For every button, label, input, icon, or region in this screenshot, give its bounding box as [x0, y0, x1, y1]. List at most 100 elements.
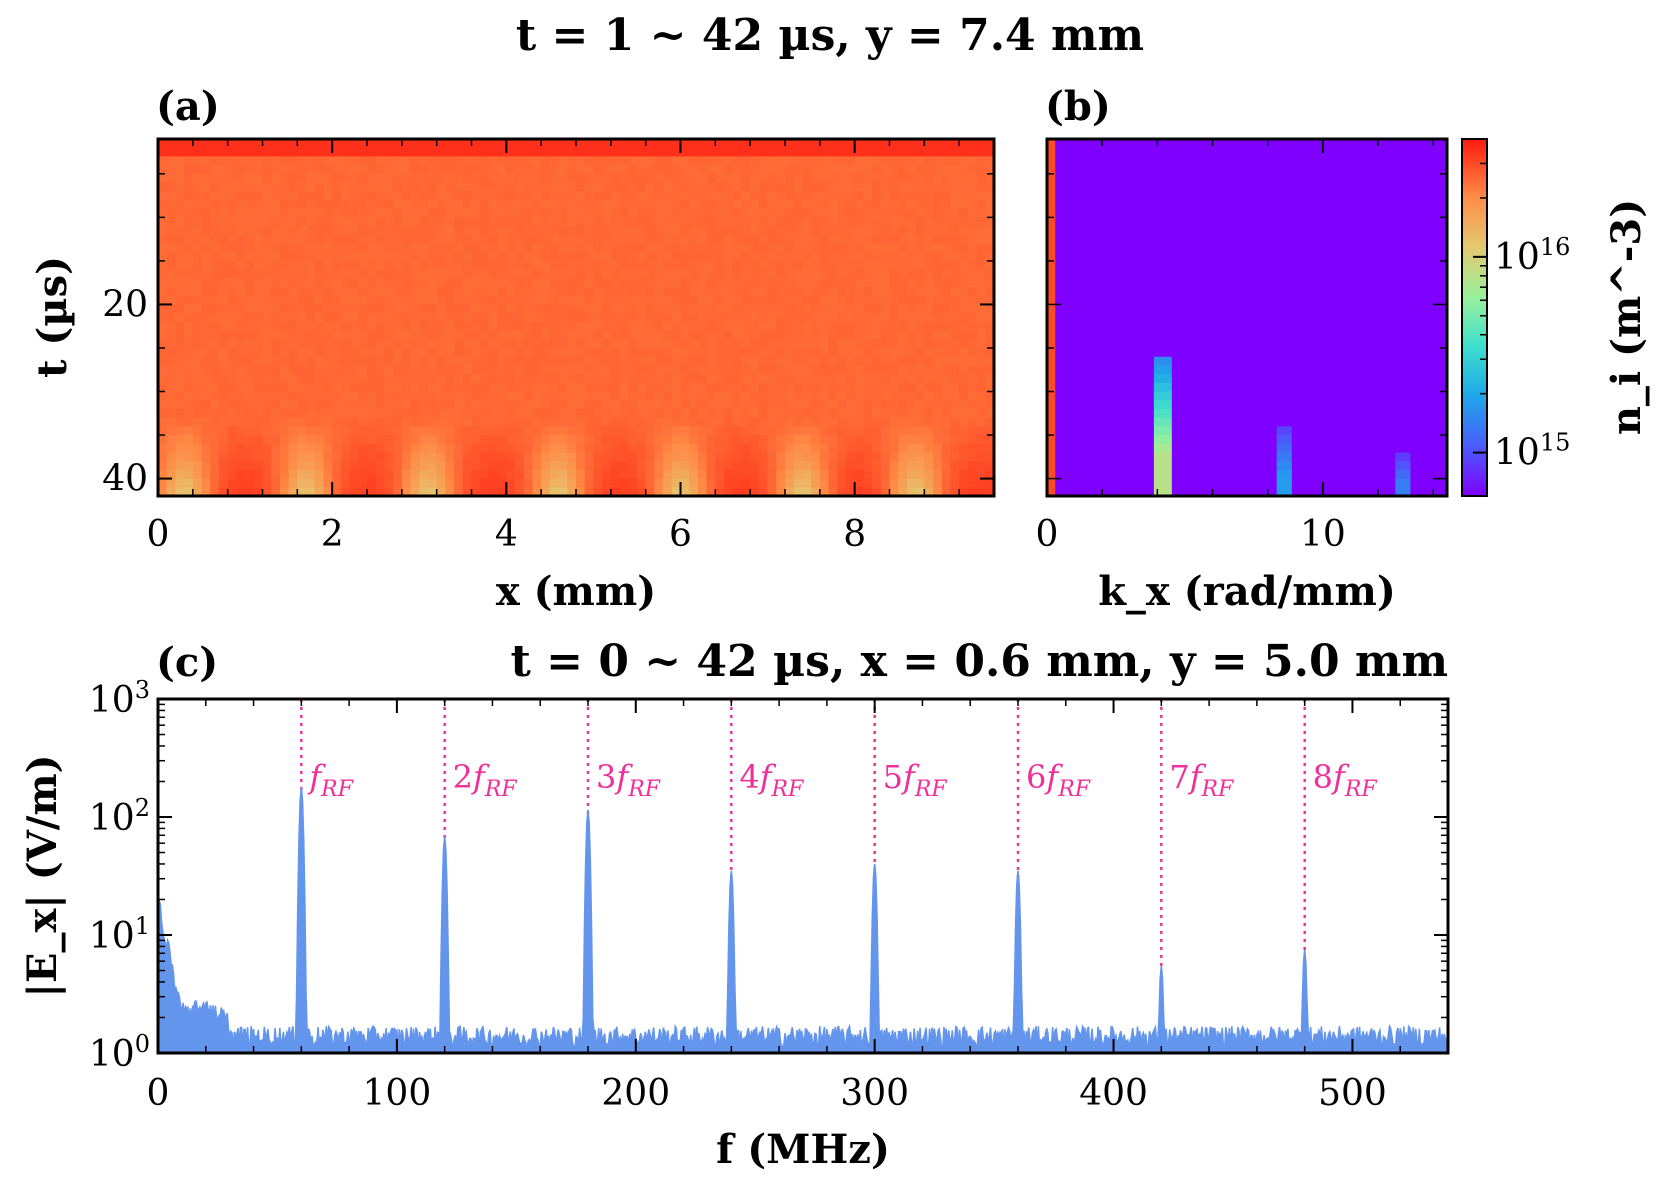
heatmap-a-cell [367, 252, 377, 262]
heatmap-a-cell [941, 435, 952, 445]
heatmap-a-cell [724, 469, 734, 480]
heatmap-a-cell [515, 347, 525, 358]
heatmap-a-cell [384, 469, 394, 480]
heatmap-a-cell [985, 391, 995, 401]
heatmap-a-cell [488, 304, 499, 314]
heatmap-a-cell [218, 347, 229, 358]
heatmap-a-cell [828, 278, 838, 288]
heatmap-a-cell [427, 304, 438, 314]
heatmap-a-cell [758, 365, 769, 375]
heatmap-a-cell [941, 139, 952, 149]
heatmap-a-cell [671, 156, 682, 166]
heatmap-a-cell [593, 478, 603, 488]
heatmap-a-cell [872, 408, 882, 419]
heatmap-a-cell [567, 435, 577, 445]
heatmap-a-cell [776, 260, 786, 271]
heatmap-a-cell [166, 269, 177, 279]
heatmap-a-cell [750, 139, 760, 149]
heatmap-a-cell [445, 478, 455, 488]
heatmap-a-cell [236, 365, 246, 375]
heatmap-a-cell [332, 287, 342, 297]
heatmap-a-cell [393, 243, 403, 253]
heatmap-a-cell [297, 469, 307, 480]
heatmap-a-cell [323, 139, 333, 149]
heatmap-a-cell [401, 182, 412, 192]
heatmap-a-cell [924, 487, 934, 497]
heatmap-a-cell [419, 374, 429, 384]
heatmap-a-cell [680, 347, 690, 358]
heatmap-a-cell [480, 365, 490, 375]
heatmap-a-cell [576, 330, 586, 340]
heatmap-a-cell [724, 478, 734, 488]
heatmap-a-cell [192, 374, 203, 384]
heatmap-a-cell [158, 287, 168, 297]
heatmap-a-cell [288, 400, 298, 410]
heatmap-a-cell [332, 156, 342, 166]
heatmap-a-cell [776, 391, 786, 401]
heatmap-a-cell [218, 417, 229, 427]
heatmap-a-cell [924, 356, 934, 366]
heatmap-a-cell [567, 287, 577, 297]
heatmap-a-cell [262, 139, 272, 149]
heatmap-a-cell [680, 452, 690, 462]
heatmap-a-cell [541, 478, 551, 488]
heatmap-a-cell [880, 443, 891, 454]
heatmap-a-cell [602, 452, 612, 462]
heatmap-a-cell [323, 487, 333, 497]
heatmap-a-cell [715, 147, 725, 158]
heatmap-a-cell [793, 191, 804, 201]
heatmap-a-cell [306, 234, 316, 245]
heatmap-a-cell [576, 182, 586, 192]
heatmap-a-cell [619, 287, 629, 297]
heatmap-a-cell [358, 295, 368, 306]
heatmap-a-cell [227, 330, 237, 340]
heatmap-a-cell [253, 226, 264, 236]
heatmap-a-cell [602, 321, 612, 332]
heatmap-a-cell [471, 269, 481, 279]
heatmap-a-cell [724, 156, 734, 166]
heatmap-a-cell [584, 469, 595, 480]
heatmap-a-cell [741, 443, 751, 454]
heatmap-a-cell [811, 234, 821, 245]
heatmap-a-cell [915, 382, 925, 393]
heatmap-a-cell [576, 400, 586, 410]
heatmap-a-cell [506, 260, 516, 271]
heatmap-a-cell [532, 347, 542, 358]
heatmap-a-cell [933, 365, 943, 375]
heatmap-a-cell [584, 461, 595, 471]
heatmap-a-cell [375, 417, 386, 427]
heatmap-a-cell [166, 382, 177, 393]
heatmap-a-cell [471, 330, 481, 340]
heatmap-a-cell [314, 165, 325, 175]
heatmap-a-cell [628, 347, 638, 358]
heatmap-a-cell [776, 182, 786, 192]
heatmap-a-cell [663, 417, 673, 427]
heatmap-a-cell [192, 408, 203, 419]
heatmap-a-cell [480, 408, 490, 419]
heatmap-a-cell [393, 199, 403, 210]
heatmap-a-cell [636, 426, 647, 436]
heatmap-a-cell [845, 417, 856, 427]
heatmap-a-cell [663, 356, 673, 366]
heatmap-a-cell [976, 208, 986, 218]
heatmap-a-cell [306, 182, 316, 192]
heatmap-a-cell [924, 295, 934, 306]
heatmap-a-cell [375, 443, 386, 454]
heatmap-a-cell [367, 469, 377, 480]
heatmap-a-cell [732, 269, 743, 279]
heatmap-a-cell [715, 487, 725, 497]
heatmap-a-cell [758, 139, 769, 149]
heatmap-a-cell [401, 252, 412, 262]
heatmap-a-cell [271, 400, 281, 410]
harmonic-label: 6fRF [1026, 758, 1091, 802]
heatmap-a-cell [767, 304, 777, 314]
heatmap-a-cell [950, 313, 960, 323]
heatmap-a-cell [854, 295, 864, 306]
heatmap-a-cell [950, 435, 960, 445]
heatmap-a-cell [349, 260, 359, 271]
heatmap-a-cell [532, 139, 542, 149]
heatmap-a-cell [158, 147, 168, 158]
heatmap-a-cell [689, 478, 699, 488]
heatmap-a-cell [610, 487, 621, 497]
heatmap-a-cell [593, 269, 603, 279]
